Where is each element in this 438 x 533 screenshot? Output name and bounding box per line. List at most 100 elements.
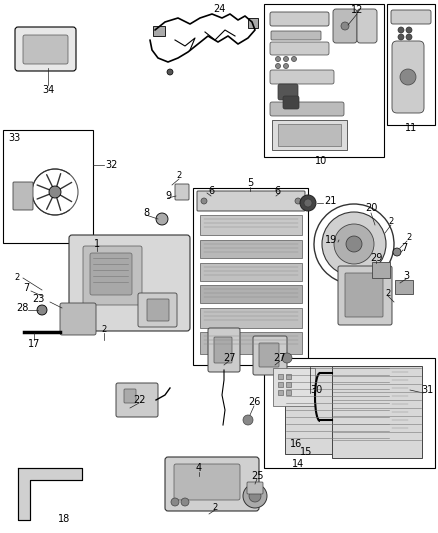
FancyArrowPatch shape	[37, 185, 53, 191]
FancyBboxPatch shape	[214, 337, 232, 363]
Circle shape	[334, 224, 374, 264]
Bar	[278, 382, 283, 387]
FancyBboxPatch shape	[270, 70, 334, 84]
Text: 23: 23	[32, 294, 44, 304]
Circle shape	[295, 198, 301, 204]
Bar	[264, 4, 384, 157]
Text: 8: 8	[143, 208, 149, 218]
FancyBboxPatch shape	[174, 464, 240, 500]
Circle shape	[243, 484, 267, 508]
Bar	[286, 390, 291, 395]
Text: 2: 2	[385, 288, 391, 297]
Text: 26: 26	[248, 397, 260, 407]
Circle shape	[283, 63, 289, 69]
FancyBboxPatch shape	[197, 191, 305, 211]
FancyBboxPatch shape	[13, 182, 33, 210]
Text: 10: 10	[315, 156, 327, 166]
FancyArrowPatch shape	[57, 193, 72, 201]
Text: 2: 2	[14, 273, 20, 282]
FancyBboxPatch shape	[253, 336, 287, 375]
Text: 34: 34	[42, 85, 54, 95]
Bar	[248, 18, 258, 28]
Text: 27: 27	[274, 353, 286, 363]
Bar	[200, 263, 302, 281]
Bar	[286, 382, 291, 387]
Bar	[285, 366, 390, 454]
FancyBboxPatch shape	[357, 9, 377, 43]
Text: 30: 30	[310, 385, 322, 395]
Text: 7: 7	[23, 283, 29, 293]
Circle shape	[171, 498, 179, 506]
Text: 11: 11	[405, 123, 417, 133]
FancyBboxPatch shape	[270, 12, 329, 26]
Text: 19: 19	[325, 235, 337, 245]
Text: 5: 5	[247, 178, 253, 188]
Text: 20: 20	[365, 203, 377, 213]
FancyBboxPatch shape	[333, 9, 357, 43]
Circle shape	[37, 305, 47, 315]
Text: 17: 17	[28, 339, 40, 349]
Bar	[332, 366, 422, 458]
FancyBboxPatch shape	[165, 457, 259, 511]
FancyArrowPatch shape	[47, 195, 54, 209]
FancyArrowPatch shape	[56, 174, 61, 189]
FancyBboxPatch shape	[271, 31, 321, 40]
Text: 15: 15	[300, 447, 312, 457]
Circle shape	[201, 198, 207, 204]
Circle shape	[393, 248, 401, 256]
Bar	[395, 280, 413, 294]
FancyBboxPatch shape	[90, 253, 132, 295]
FancyBboxPatch shape	[23, 35, 68, 64]
Bar	[200, 285, 302, 303]
Text: 16: 16	[290, 439, 302, 449]
FancyBboxPatch shape	[345, 273, 383, 317]
Circle shape	[346, 236, 362, 252]
FancyBboxPatch shape	[391, 10, 431, 24]
Text: 28: 28	[16, 303, 28, 313]
Text: 2: 2	[212, 503, 218, 512]
Bar	[278, 374, 283, 379]
Circle shape	[282, 353, 292, 363]
Circle shape	[341, 22, 349, 30]
FancyBboxPatch shape	[60, 303, 96, 335]
Circle shape	[243, 415, 253, 425]
Text: 6: 6	[208, 186, 214, 196]
FancyBboxPatch shape	[338, 266, 392, 325]
Circle shape	[398, 27, 404, 33]
Circle shape	[300, 195, 316, 211]
Text: 14: 14	[292, 459, 304, 469]
FancyBboxPatch shape	[124, 389, 136, 403]
Circle shape	[400, 69, 416, 85]
FancyBboxPatch shape	[270, 42, 329, 55]
Bar	[278, 124, 341, 146]
Text: 2: 2	[389, 217, 394, 227]
Circle shape	[276, 63, 280, 69]
Text: 31: 31	[421, 385, 433, 395]
Text: 4: 4	[196, 463, 202, 473]
Text: 2: 2	[101, 326, 106, 335]
Text: 25: 25	[251, 471, 263, 481]
Circle shape	[167, 69, 173, 75]
Bar	[200, 308, 302, 328]
FancyArrowPatch shape	[56, 195, 61, 211]
Bar	[278, 390, 283, 395]
FancyBboxPatch shape	[208, 328, 240, 372]
Circle shape	[406, 34, 412, 40]
FancyBboxPatch shape	[15, 27, 76, 71]
Bar	[200, 240, 302, 258]
Text: 18: 18	[58, 514, 70, 524]
Circle shape	[322, 212, 386, 276]
Bar	[153, 26, 165, 36]
FancyBboxPatch shape	[392, 41, 424, 113]
FancyBboxPatch shape	[259, 343, 279, 367]
Text: 22: 22	[133, 395, 145, 405]
Circle shape	[304, 199, 312, 207]
Circle shape	[292, 56, 297, 61]
Text: 3: 3	[403, 271, 409, 281]
Bar	[200, 332, 302, 354]
FancyBboxPatch shape	[138, 293, 177, 327]
Text: 2: 2	[406, 233, 412, 243]
Text: 12: 12	[351, 5, 363, 15]
Text: 2: 2	[177, 172, 182, 181]
FancyBboxPatch shape	[116, 383, 158, 417]
